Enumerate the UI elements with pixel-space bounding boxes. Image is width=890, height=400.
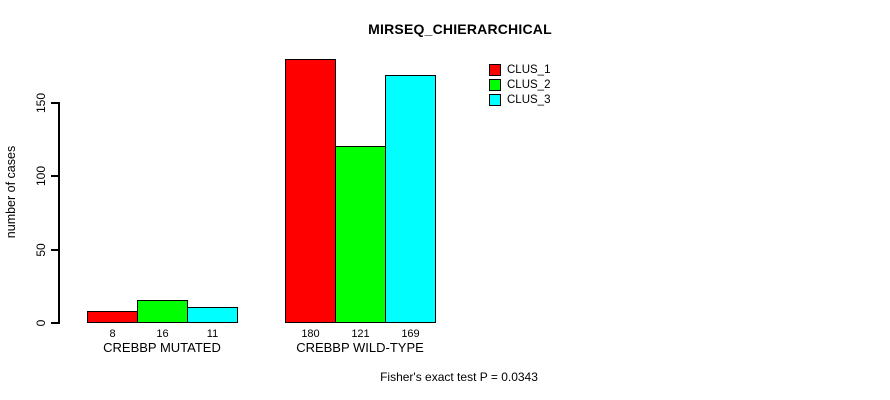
legend: CLUS_1 CLUS_2 CLUS_3	[489, 62, 550, 107]
bar-value-label: 169	[401, 328, 420, 340]
category-label: CREBBP WILD-TYPE	[296, 340, 424, 355]
y-tick	[51, 102, 59, 104]
bar-value-label: 121	[351, 328, 370, 340]
bar-value-label: 180	[301, 328, 320, 340]
fisher-test-annotation: Fisher's exact test P = 0.0343	[380, 370, 538, 384]
y-tick-label: 150	[34, 92, 48, 114]
y-tick	[51, 322, 59, 324]
y-tick	[51, 248, 59, 251]
y-tick-label: 0	[34, 319, 48, 327]
legend-swatch	[489, 78, 501, 91]
bar-value-label: 8	[109, 328, 116, 340]
legend-swatch	[489, 63, 501, 76]
bar	[137, 300, 188, 323]
bar-value-label: 16	[156, 328, 169, 340]
bar	[335, 146, 386, 323]
legend-item-label: CLUS_3	[507, 93, 551, 106]
bar	[285, 59, 336, 323]
legend-item: CLUS_1	[489, 62, 550, 77]
bar	[385, 75, 436, 323]
legend-swatch	[489, 93, 501, 106]
y-axis-line	[58, 102, 60, 324]
legend-item-label: CLUS_1	[507, 63, 551, 76]
bar-value-label: 11	[206, 328, 219, 340]
y-tick-label: 100	[34, 166, 48, 187]
category-label: CREBBP MUTATED	[103, 340, 221, 355]
bar	[87, 311, 138, 323]
y-tick	[51, 175, 59, 178]
chart-title: MIRSEQ_CHIERARCHICAL	[368, 21, 552, 37]
legend-item: CLUS_3	[489, 92, 550, 107]
y-axis-label: number of cases	[4, 145, 18, 239]
y-tick-label: 50	[34, 242, 48, 257]
legend-item-label: CLUS_2	[507, 78, 551, 91]
legend-item: CLUS_2	[489, 77, 550, 92]
bar	[187, 307, 238, 323]
